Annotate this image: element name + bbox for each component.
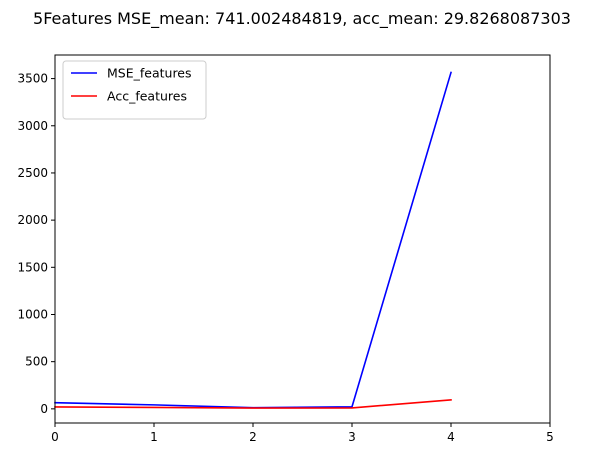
y-tick-label: 0: [40, 402, 48, 416]
series-line-acc-features: [54, 399, 452, 409]
legend: MSE_features Acc_features: [62, 60, 207, 120]
x-tick-label: 5: [546, 430, 554, 444]
legend-label: MSE_features: [107, 66, 192, 81]
y-tick-label: 2000: [17, 213, 48, 227]
y-tick-label: 2500: [17, 166, 48, 180]
x-axis: 0 1 2 3 4 5: [51, 423, 554, 444]
x-tick-label: 1: [150, 430, 158, 444]
y-tick-label: 3000: [17, 119, 48, 133]
legend-box: [62, 60, 207, 120]
x-tick-label: 4: [447, 430, 455, 444]
x-tick-label: 3: [348, 430, 356, 444]
legend-label: Acc_features: [107, 89, 187, 104]
y-tick-label: 3500: [17, 72, 48, 86]
y-tick-label: 1500: [17, 260, 48, 274]
plot-frame: [54, 54, 551, 424]
y-tick-label: 1000: [17, 307, 48, 321]
x-tick-label: 0: [51, 430, 59, 444]
y-axis: 0 500 1000 1500 2000 2500 3000 3500: [17, 72, 55, 416]
y-tick-label: 500: [25, 355, 48, 369]
chart-title: 5Features MSE_mean: 741.002484819, acc_m…: [33, 9, 571, 29]
series-group: [54, 71, 452, 409]
x-tick-label: 2: [249, 430, 257, 444]
